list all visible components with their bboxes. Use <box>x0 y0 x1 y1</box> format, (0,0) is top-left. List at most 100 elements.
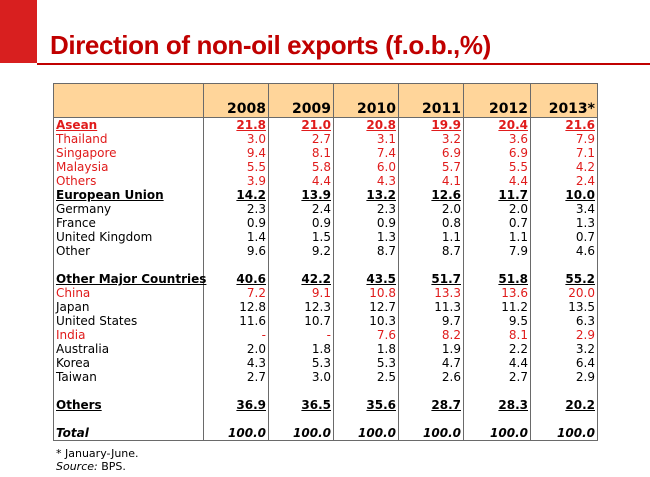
value-cell <box>203 258 269 272</box>
value-cell <box>463 258 531 272</box>
value-cell: 2.0 <box>398 202 464 216</box>
value-cell: 2.0 <box>203 342 269 356</box>
value-cell: 10.3 <box>333 314 399 328</box>
row-label: Singapore <box>53 146 204 160</box>
value-text: 12.3 <box>304 300 331 314</box>
row-label: Korea <box>53 356 204 370</box>
value-cell: 6.9 <box>398 146 464 160</box>
source-value: BPS. <box>101 460 126 473</box>
value-text: 4.6 <box>575 244 595 258</box>
value-text: 9.7 <box>441 314 461 328</box>
table-row: China 7.2 9.1 10.8 13.3 13.6 20.0 <box>53 286 598 300</box>
row-label: Taiwan <box>53 370 204 384</box>
value-cell <box>333 412 399 426</box>
value-text: 19.9 <box>431 118 461 132</box>
value-cell: 4.1 <box>398 174 464 188</box>
value-text: 12.7 <box>369 300 396 314</box>
value-cell: 21.0 <box>268 117 334 132</box>
value-cell: 1.3 <box>333 230 399 244</box>
row-label-text: United States <box>56 314 138 328</box>
row-label: Others <box>53 174 204 188</box>
value-text: 13.5 <box>568 300 595 314</box>
value-cell <box>398 412 464 426</box>
value-cell: 21.8 <box>203 117 269 132</box>
value-cell: 1.9 <box>398 342 464 356</box>
value-cell: 28.7 <box>398 398 464 412</box>
table-row: Asean 21.8 21.0 20.8 19.9 20.4 21.6 <box>53 117 598 132</box>
row-label-text: France <box>56 216 96 230</box>
value-text: 5.5 <box>246 160 266 174</box>
value-text: 40.6 <box>236 272 266 286</box>
value-cell: 12.6 <box>398 188 464 202</box>
row-label: United Kingdom <box>53 230 204 244</box>
value-text: 20.8 <box>366 118 396 132</box>
value-cell: 3.4 <box>530 202 598 216</box>
value-text: 7.9 <box>575 132 595 146</box>
value-cell: 100.0 <box>398 426 464 441</box>
value-cell: 9.7 <box>398 314 464 328</box>
value-text: 42.2 <box>301 272 331 286</box>
value-cell: 100.0 <box>268 426 334 441</box>
value-cell: 42.2 <box>268 272 334 286</box>
value-cell: 14.2 <box>203 188 269 202</box>
slide-title: Direction of non-oil exports (f.o.b.,%) <box>50 30 491 60</box>
value-cell <box>268 412 334 426</box>
column-header: 2008 <box>203 83 269 118</box>
value-text: 12.6 <box>431 188 461 202</box>
value-text: 35.6 <box>366 398 396 412</box>
value-text: 7.4 <box>376 146 396 160</box>
value-cell: 7.9 <box>530 132 598 146</box>
column-header: 2010 <box>333 83 399 118</box>
value-text: 3.4 <box>575 202 595 216</box>
table-row: United States 11.6 10.7 10.3 9.7 9.5 6.3 <box>53 314 598 328</box>
value-cell: 9.1 <box>268 286 334 300</box>
value-text: 28.3 <box>498 398 528 412</box>
value-cell <box>463 412 531 426</box>
value-cell: 12.7 <box>333 300 399 314</box>
value-text: 9.4 <box>246 146 266 160</box>
value-text: 0.7 <box>575 230 595 244</box>
table-row: Japan 12.8 12.3 12.7 11.3 11.2 13.5 <box>53 300 598 314</box>
value-cell: 51.7 <box>398 272 464 286</box>
footnotes: * January-June. Source: BPS. <box>56 447 139 473</box>
value-cell: 3.9 <box>203 174 269 188</box>
row-label-text: Malaysia <box>56 160 109 174</box>
value-text: 13.9 <box>301 188 331 202</box>
value-cell: 8.7 <box>333 244 399 258</box>
value-cell: 3.1 <box>333 132 399 146</box>
value-cell: 8.2 <box>398 328 464 342</box>
value-text: 6.4 <box>575 356 595 370</box>
value-cell: 2.7 <box>463 370 531 384</box>
value-cell: 6.4 <box>530 356 598 370</box>
value-text: 2.7 <box>246 370 266 384</box>
row-label: Germany <box>53 202 204 216</box>
value-text: 7.9 <box>508 244 528 258</box>
value-text: 8.1 <box>508 328 528 342</box>
value-cell: 9.4 <box>203 146 269 160</box>
table-row: European Union 14.2 13.9 13.2 12.6 11.7 10.0 <box>53 188 598 202</box>
row-label: Malaysia <box>53 160 204 174</box>
value-text: 28.7 <box>431 398 461 412</box>
table-row: Other 9.6 9.2 8.7 8.7 7.9 4.6 <box>53 244 598 258</box>
value-text: 3.2 <box>575 342 595 356</box>
row-label-text: China <box>56 286 91 300</box>
row-label <box>53 412 204 426</box>
value-text: 9.1 <box>311 286 331 300</box>
value-cell: 11.6 <box>203 314 269 328</box>
value-cell: 5.8 <box>268 160 334 174</box>
value-cell: 40.6 <box>203 272 269 286</box>
row-label: Asean <box>53 117 204 132</box>
row-label-text: Others <box>56 398 102 412</box>
value-text: 100.0 <box>228 426 266 440</box>
table-row: Australia 2.0 1.8 1.8 1.9 2.2 3.2 <box>53 342 598 356</box>
table-row: India - - 7.6 8.2 8.1 2.9 <box>53 328 598 342</box>
value-cell: 2.0 <box>463 202 531 216</box>
source-label: Source: <box>56 460 98 473</box>
row-label-text: Thailand <box>56 132 108 146</box>
value-text: 100.0 <box>423 426 461 440</box>
table-row: Other Major Countries 40.6 42.2 43.5 51.7 51.… <box>53 272 598 286</box>
row-label-text: Singapore <box>56 146 117 160</box>
value-text: 11.6 <box>239 314 266 328</box>
value-text: 13.2 <box>366 188 396 202</box>
value-cell: 2.9 <box>530 370 598 384</box>
